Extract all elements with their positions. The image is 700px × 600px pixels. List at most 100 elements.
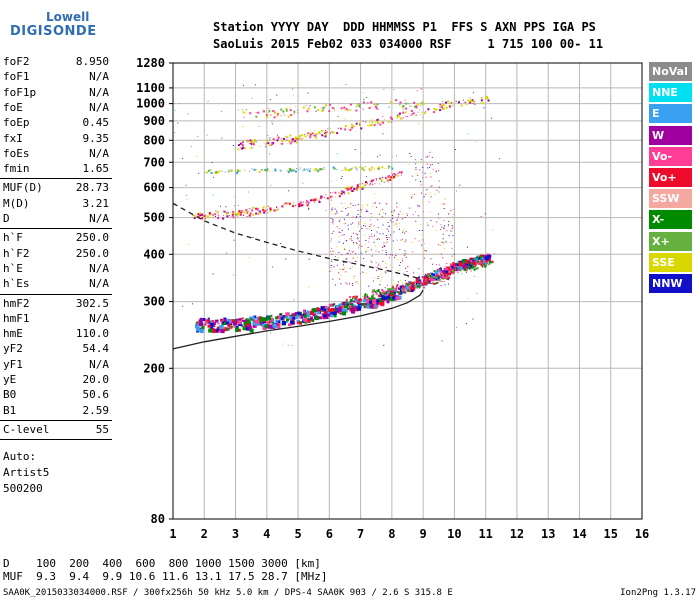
x-tick-label: 9: [420, 527, 427, 541]
echo-point: [385, 272, 387, 274]
echo-point: [416, 90, 418, 92]
echo-point: [364, 292, 366, 294]
echo-point: [405, 252, 407, 254]
echo-point: [397, 287, 399, 289]
echo-point: [342, 207, 344, 209]
echo-point: [364, 184, 366, 186]
echo-point: [471, 259, 475, 263]
echo-point: [248, 214, 251, 217]
echo-point: [490, 255, 492, 257]
profile-curves: [172, 202, 424, 350]
echo-point: [379, 233, 381, 235]
legend-x-: X+: [649, 231, 692, 251]
echo-point: [240, 214, 242, 216]
echo-point: [357, 209, 359, 211]
echo-point: [396, 206, 398, 208]
echo-point: [441, 241, 443, 243]
echo-point: [350, 235, 352, 237]
echo-point: [405, 267, 407, 269]
echo-point: [316, 197, 318, 199]
echo-point: [262, 206, 265, 209]
echo-point: [399, 285, 402, 288]
echo-point: [420, 282, 424, 286]
echo-point: [420, 161, 422, 163]
echo-point: [280, 243, 282, 245]
echo-point: [408, 164, 410, 166]
echo-point: [407, 116, 409, 118]
echo-point: [415, 106, 418, 109]
echo-point: [342, 268, 344, 270]
echo-point: [401, 238, 403, 240]
echo-point: [370, 106, 372, 108]
echo-point: [415, 167, 417, 169]
echo-point: [349, 108, 351, 110]
echo-point: [214, 215, 216, 217]
echo-point: [417, 111, 419, 113]
echo-point: [366, 228, 368, 230]
echo-point: [411, 113, 413, 115]
echo-point: [336, 264, 338, 266]
echo-point: [419, 181, 421, 183]
echo-point: [378, 295, 381, 298]
echo-point: [269, 207, 272, 210]
echo-point: [365, 250, 367, 252]
autoscaling-line2: Artist5: [3, 466, 50, 480]
echo-point: [324, 132, 327, 135]
y-tick-label: 800: [143, 133, 165, 147]
echo-point: [386, 294, 389, 297]
param-label: yE: [3, 373, 17, 386]
echo-point: [276, 321, 278, 323]
y-tick-label: 200: [143, 361, 165, 375]
echo-point: [414, 193, 416, 195]
echo-point: [347, 224, 349, 226]
echo-point: [409, 282, 411, 284]
echo-point: [243, 214, 245, 216]
echo-point: [369, 225, 371, 227]
echo-point: [279, 314, 282, 317]
echo-point: [289, 141, 291, 143]
echo-point: [446, 277, 449, 280]
echo-point: [211, 326, 214, 329]
echo-point: [249, 208, 251, 210]
echo-point: [417, 103, 419, 105]
echo-point: [196, 156, 198, 158]
echo-point: [303, 168, 306, 171]
echo-point: [361, 207, 363, 209]
echo-point: [411, 286, 416, 291]
echo-point: [393, 172, 395, 174]
echo-point: [353, 190, 355, 192]
echo-point: [357, 238, 359, 240]
echo-point: [434, 193, 436, 195]
echo-point: [370, 249, 372, 251]
echo-point: [435, 171, 437, 173]
echo-point: [376, 231, 378, 233]
echo-point: [356, 188, 359, 191]
echo-point: [423, 196, 425, 198]
echo-point: [385, 235, 387, 237]
echo-point: [428, 155, 430, 157]
echo-point: [432, 273, 435, 276]
echo-point: [225, 206, 227, 208]
echo-point: [436, 189, 438, 191]
param-row-hmf1: hmF1 N/A: [3, 312, 109, 327]
echo-point: [306, 135, 308, 137]
echo-point: [347, 303, 350, 306]
echo-point: [402, 291, 405, 294]
echo-point: [367, 250, 369, 252]
echo-point: [208, 169, 210, 171]
echo-point: [309, 310, 314, 315]
echo-point: [329, 270, 331, 272]
echo-point: [258, 211, 260, 213]
echo-point: [356, 243, 358, 245]
echo-point: [424, 281, 426, 283]
echo-point: [369, 235, 371, 237]
echo-point: [438, 277, 440, 279]
param-label: h`Es: [3, 277, 30, 291]
echo-point: [443, 228, 445, 230]
echo-point: [348, 186, 351, 189]
echo-point: [450, 242, 452, 244]
echo-point: [187, 113, 189, 115]
echo-point: [430, 274, 433, 277]
echo-point: [336, 212, 338, 214]
echo-point: [249, 316, 252, 319]
